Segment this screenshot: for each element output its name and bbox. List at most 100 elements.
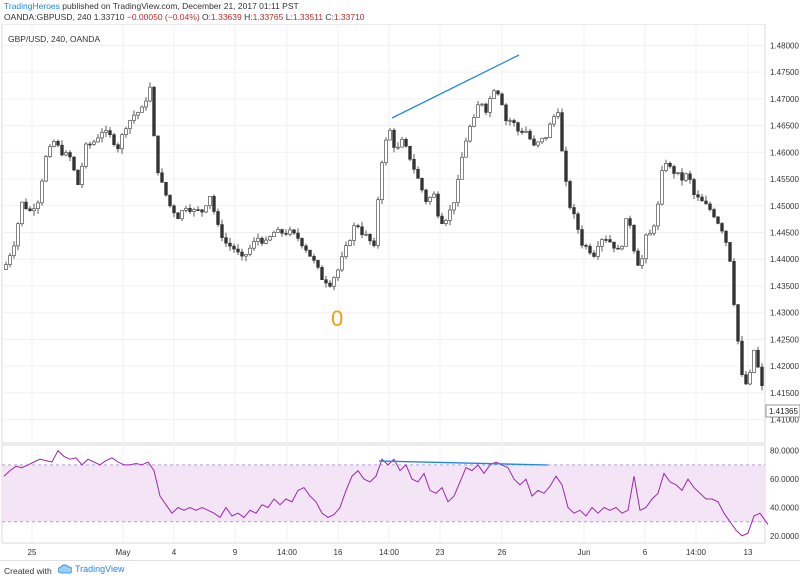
candle [660, 165, 664, 206]
time-tick-label: 23 [436, 548, 445, 557]
candle [624, 218, 628, 247]
candle [408, 145, 412, 162]
candle [496, 89, 500, 96]
candle [284, 229, 288, 236]
candle [60, 140, 64, 157]
candle [484, 102, 488, 116]
candle [552, 114, 556, 128]
candle [376, 196, 380, 249]
price-trendline[interactable] [391, 54, 520, 119]
candle [36, 200, 40, 214]
candle [52, 139, 56, 148]
tradingview-logo[interactable]: TradingView [58, 564, 125, 574]
candle [644, 233, 648, 264]
candle [268, 235, 272, 242]
candle [604, 235, 608, 243]
chart-canvas[interactable]: 0 GBP/USD, 240, OANDA 1.48000 1.47500 1.47… [0, 24, 800, 560]
candle [452, 202, 456, 215]
candle [308, 249, 312, 257]
rsi-tick-label: 40.0000 [770, 503, 799, 512]
candle [344, 241, 348, 259]
candle [172, 204, 176, 218]
candle [504, 103, 508, 126]
annotation-zero: 0 [331, 306, 343, 331]
candle [196, 206, 200, 212]
time-tick-label: 13 [744, 548, 753, 557]
author-link[interactable]: TradingHeroes [4, 1, 60, 11]
candle [548, 122, 552, 138]
candle [324, 275, 328, 288]
pane-label: GBP/USD, 240, OANDA [8, 34, 100, 44]
low-label: L: [285, 12, 293, 22]
candle [712, 207, 716, 219]
candle [732, 258, 736, 307]
vertical-gridlines [31, 24, 749, 543]
candle [720, 221, 724, 234]
rsi-tick-label: 60.0000 [770, 475, 799, 484]
candle [692, 177, 696, 200]
high-value: 1.33765 [252, 12, 284, 22]
candle [292, 228, 296, 235]
candle [656, 200, 660, 231]
price-tick-label: 1.46000 [770, 148, 799, 157]
price-pane[interactable] [1, 24, 766, 444]
price-tick-label: 1.45000 [770, 202, 799, 211]
candle [84, 142, 88, 169]
time-tick-label: 26 [498, 548, 507, 557]
candle [336, 268, 340, 281]
candle [136, 111, 140, 120]
candle [448, 204, 452, 226]
publish-header: TradingHeroes published on TradingView.c… [0, 0, 800, 24]
candle [168, 194, 172, 208]
candle [236, 244, 240, 255]
candle [708, 201, 712, 212]
time-tick-label: 14:00 [277, 548, 298, 557]
candle [360, 221, 364, 238]
candle [64, 149, 68, 157]
candle [588, 243, 592, 255]
candle [132, 110, 136, 124]
candle [672, 164, 676, 179]
candle [680, 168, 684, 186]
rsi-trendline[interactable] [378, 460, 549, 466]
price-axis[interactable]: 1.48000 1.47500 1.47000 1.46500 1.46000 1.455… [770, 41, 799, 424]
candle [668, 161, 672, 169]
candle [212, 194, 216, 215]
rsi-axis[interactable]: 80.0000 60.0000 40.0000 20.0000 [770, 447, 799, 541]
candle [220, 219, 224, 242]
candle [488, 95, 492, 118]
candle [476, 101, 480, 118]
candle [352, 222, 356, 246]
candle [540, 137, 544, 145]
candle [432, 191, 436, 198]
candle [648, 229, 652, 236]
candle [592, 250, 596, 258]
candle [228, 238, 232, 251]
candle [300, 237, 304, 249]
candle [564, 146, 568, 187]
candle [80, 162, 84, 189]
candle [556, 108, 560, 119]
rsi-tick-label: 20.0000 [770, 532, 799, 541]
candle [100, 128, 104, 143]
candle [560, 108, 564, 152]
candle [512, 118, 516, 127]
candle [232, 243, 236, 253]
candle [676, 172, 680, 176]
candle [96, 133, 100, 143]
candle [4, 261, 8, 271]
candle [24, 198, 28, 210]
candle [356, 223, 360, 229]
candle [460, 152, 464, 180]
price-tick-label: 1.44500 [770, 229, 799, 238]
candle [412, 154, 416, 174]
candle [520, 127, 524, 135]
candle [76, 169, 80, 185]
candle [384, 137, 388, 166]
candle [756, 346, 760, 369]
time-axis[interactable]: 25 May 4 9 14:00 16 14:00 23 26 Jun 6 14:00 13 [28, 548, 753, 557]
candle [208, 196, 212, 209]
candle [92, 139, 96, 146]
candle [56, 139, 60, 148]
candle [16, 222, 20, 251]
